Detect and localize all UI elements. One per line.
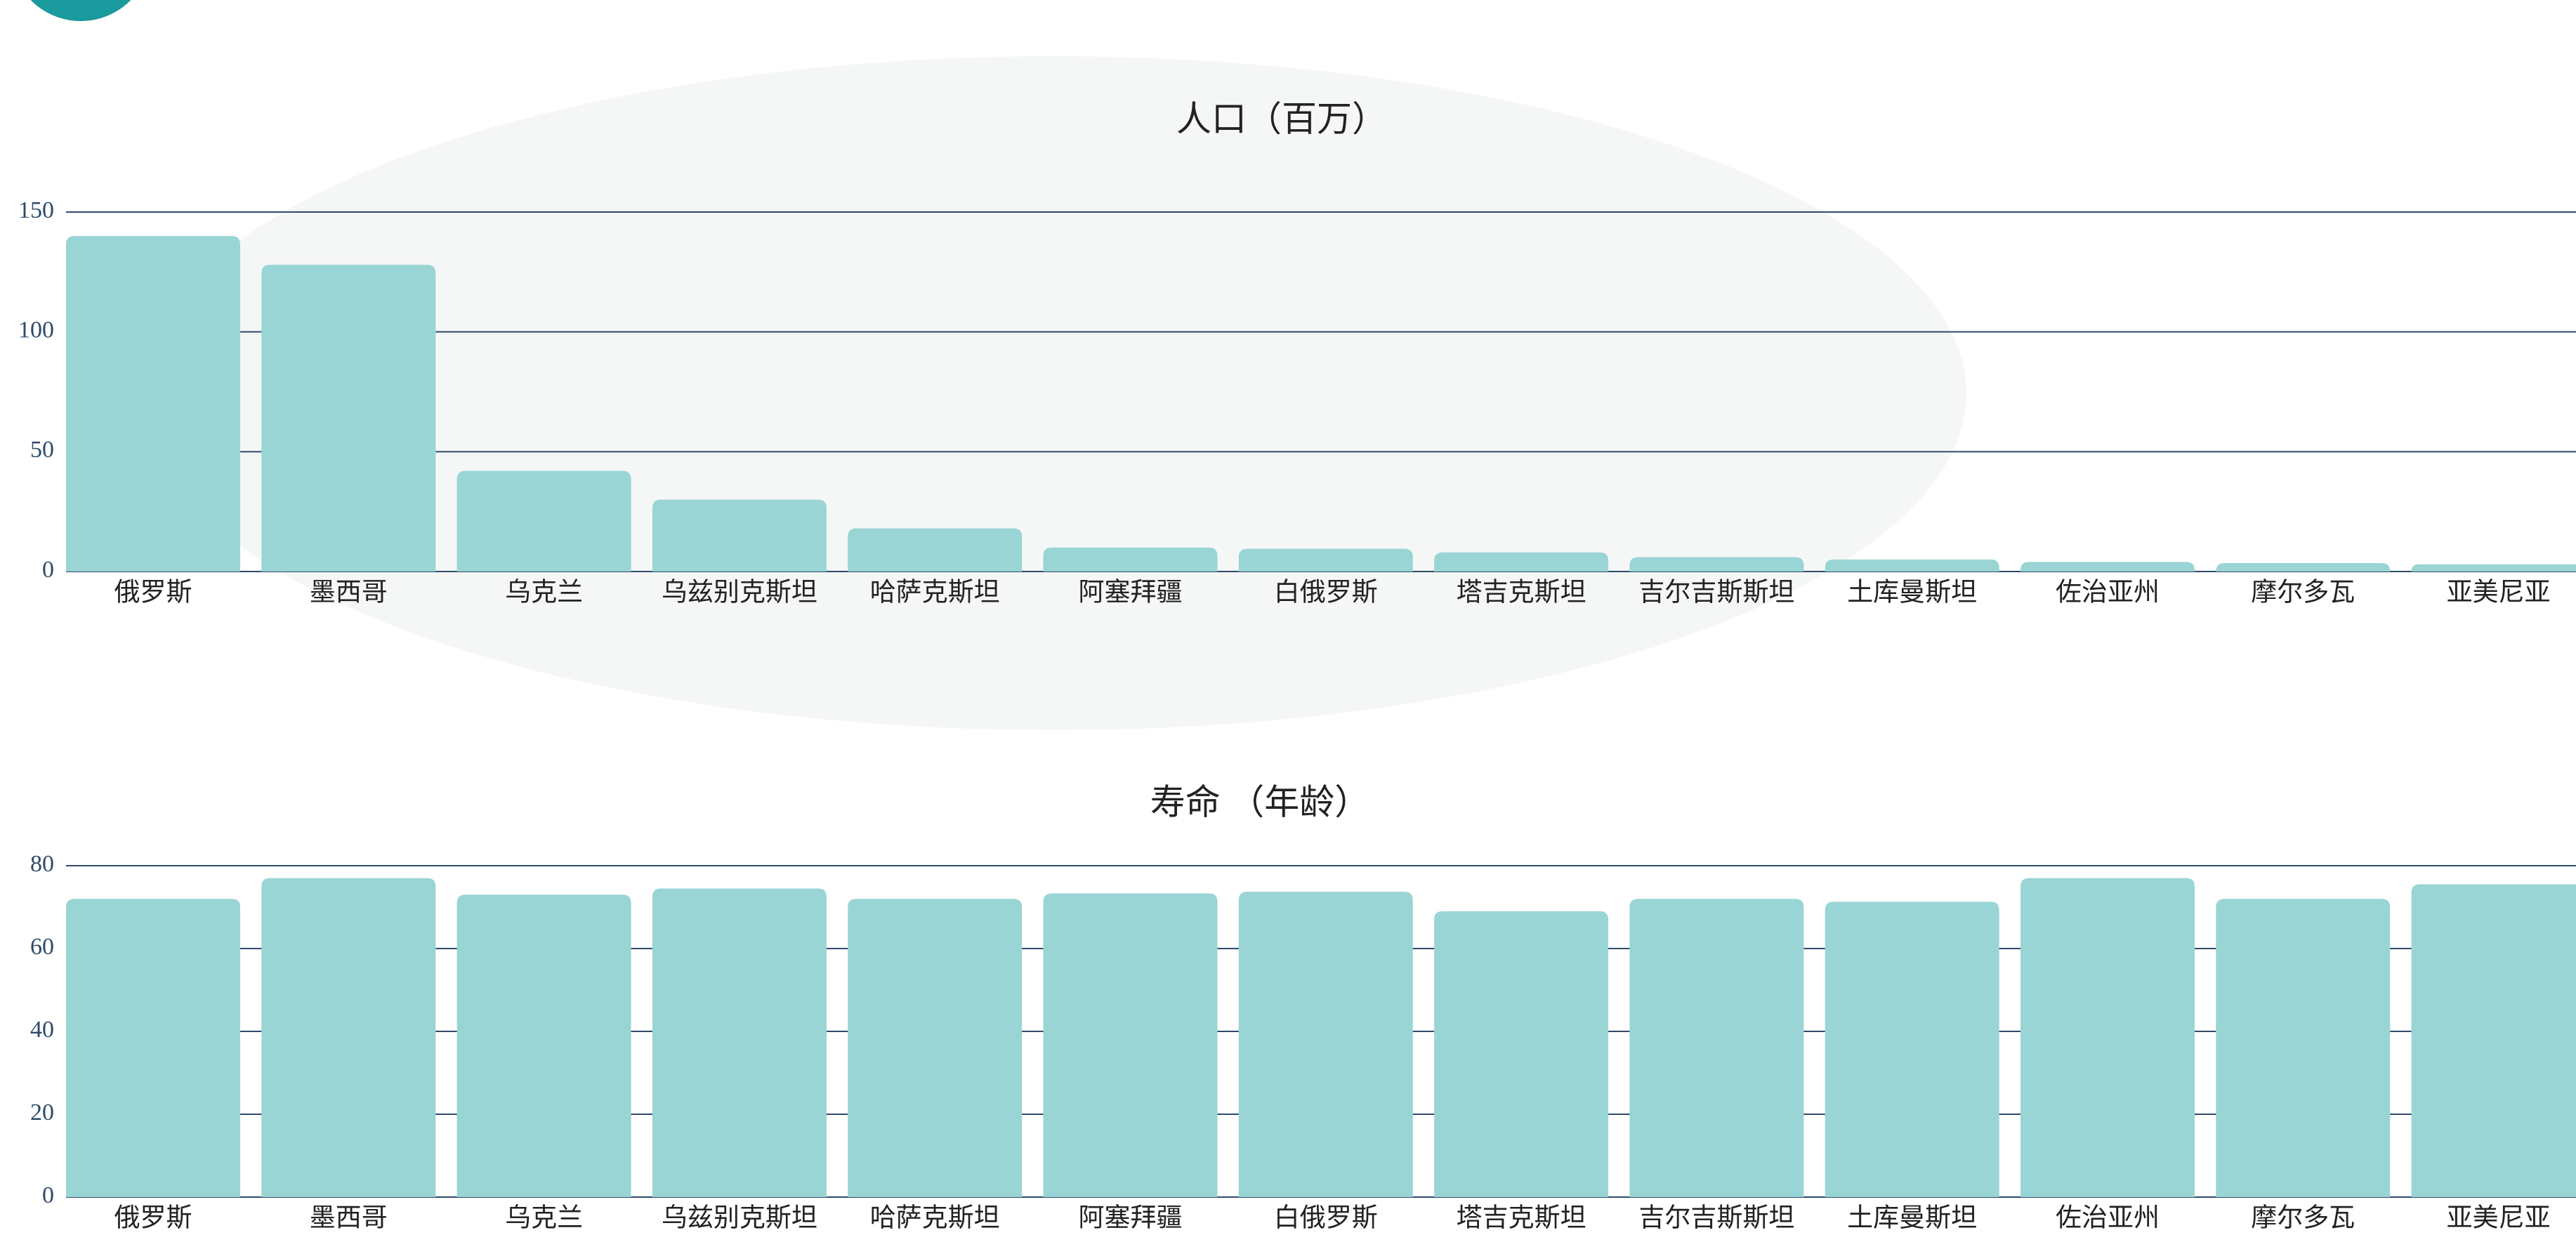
bar — [1238, 548, 1413, 572]
y-tick-label: 100 — [18, 317, 54, 343]
y-tick-label: 0 — [42, 1182, 54, 1208]
x-tick-label: 俄罗斯 — [114, 578, 192, 607]
bar — [66, 899, 240, 1197]
x-tick-label: 阿塞拜疆 — [1079, 1203, 1183, 1232]
bar — [1043, 893, 1218, 1197]
x-tick-label: 土库曼斯坦 — [1847, 578, 1977, 607]
bar — [66, 236, 240, 572]
bar — [2216, 563, 2391, 572]
bar — [1825, 902, 1999, 1197]
y-tick-label: 150 — [18, 197, 54, 223]
y-tick-label: 20 — [30, 1099, 54, 1125]
bar — [652, 499, 827, 572]
x-tick-label: 塔吉克斯坦 — [1457, 578, 1586, 607]
bar — [2411, 884, 2576, 1197]
x-tick-label: 亚美尼亚 — [2447, 577, 2551, 607]
x-tick-label: 乌兹别克斯坦 — [662, 1203, 817, 1232]
x-tick-label: 佐治亚州 — [2056, 578, 2160, 607]
y-tick-label: 40 — [30, 1017, 54, 1043]
x-tick-label: 土库曼斯坦 — [1847, 1203, 1977, 1232]
x-tick-label: 俄罗斯 — [114, 1203, 192, 1232]
bar — [1434, 911, 1609, 1197]
chart-title: 寿命 （年龄） — [1150, 782, 1370, 821]
bar — [1629, 557, 1804, 572]
bar — [456, 894, 631, 1197]
bar — [2020, 562, 2195, 572]
x-tick-label: 吉尔吉斯斯坦 — [1638, 1203, 1794, 1232]
x-tick-label: 佐治亚州 — [2056, 1203, 2160, 1232]
decor-circle — [30, 0, 131, 21]
bar — [2020, 878, 2195, 1197]
x-tick-label: 阿塞拜疆 — [1079, 577, 1183, 607]
x-tick-label: 摩尔多瓦 — [2251, 577, 2355, 607]
bar — [1825, 559, 1999, 572]
x-tick-label: 亚美尼亚 — [2447, 1203, 2551, 1232]
y-tick-label: 80 — [30, 851, 54, 877]
bar — [2216, 899, 2391, 1197]
bar — [1629, 899, 1804, 1197]
bar — [261, 265, 436, 572]
bar — [1434, 552, 1609, 572]
bar — [456, 470, 631, 572]
x-tick-label: 哈萨克斯坦 — [870, 578, 1000, 607]
bar — [848, 528, 1023, 572]
y-tick-label: 0 — [42, 557, 54, 583]
chart-title: 人口（百万） — [1176, 99, 1387, 138]
x-tick-label: 吉尔吉斯斯坦 — [1638, 578, 1794, 607]
y-tick-label: 50 — [30, 437, 54, 463]
x-tick-label: 白俄罗斯 — [1274, 577, 1378, 607]
bar — [2411, 564, 2576, 572]
x-tick-label: 乌兹别克斯坦 — [662, 577, 817, 607]
x-tick-label: 墨西哥 — [310, 1203, 388, 1232]
x-tick-label: 哈萨克斯坦 — [870, 1203, 1000, 1232]
x-tick-label: 摩尔多瓦 — [2251, 1203, 2355, 1232]
bar — [1238, 892, 1413, 1197]
x-tick-label: 乌克兰 — [505, 1203, 583, 1232]
y-tick-label: 60 — [30, 934, 54, 960]
bar — [1043, 547, 1218, 572]
bar — [848, 899, 1023, 1197]
x-tick-label: 乌克兰 — [505, 577, 583, 607]
x-tick-label: 墨西哥 — [310, 578, 388, 607]
bar — [652, 888, 827, 1197]
x-tick-label: 白俄罗斯 — [1274, 1203, 1378, 1232]
x-tick-label: 塔吉克斯坦 — [1457, 1203, 1586, 1232]
bar — [261, 878, 436, 1197]
